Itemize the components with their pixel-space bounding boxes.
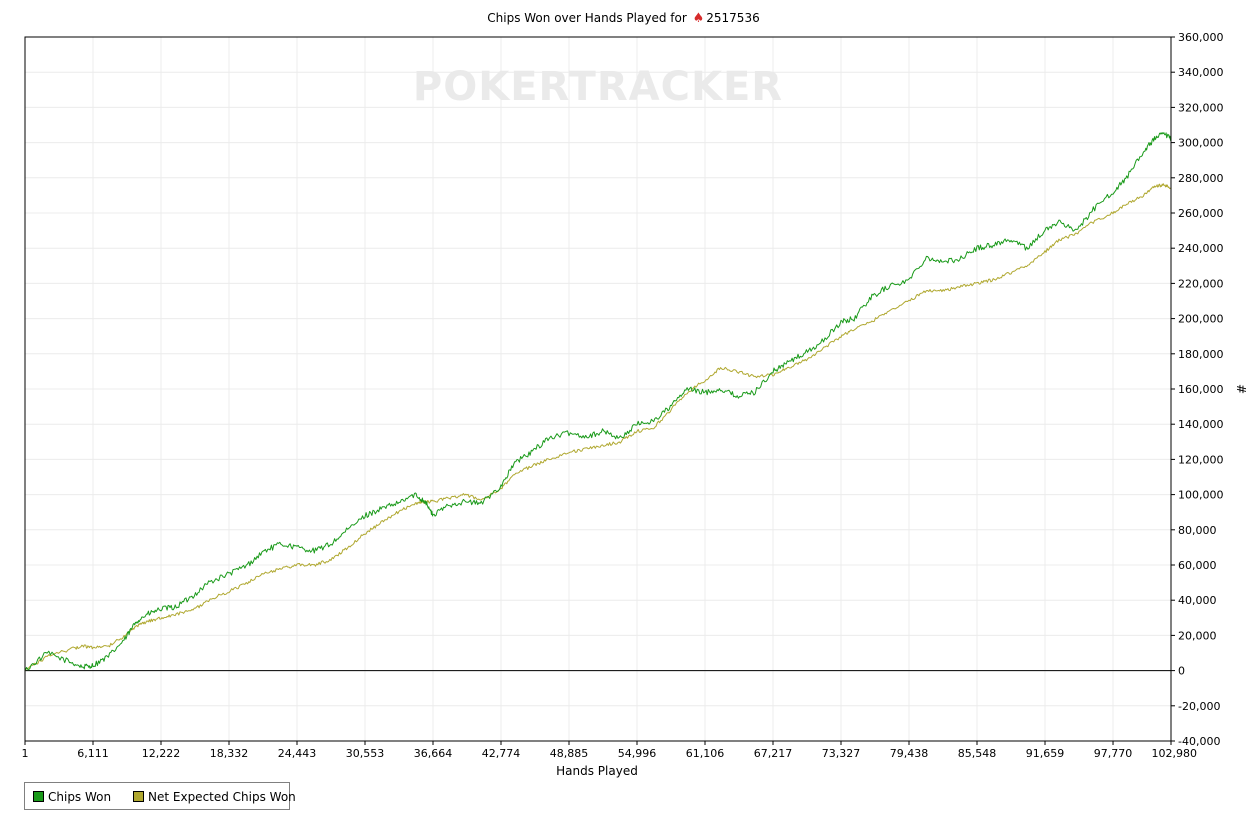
x-tick-label: 85,548 bbox=[958, 747, 997, 760]
x-tick-label: 102,980 bbox=[1152, 747, 1198, 760]
x-tick-label: 1 bbox=[22, 747, 29, 760]
series-line-net-expected bbox=[24, 183, 1172, 671]
x-tick-label: 6,111 bbox=[77, 747, 109, 760]
y-axis-ticks: -40,000 -20,000 0 20,000 40,000 60,000 80,000 1… bbox=[1171, 31, 1224, 748]
y-tick-label: 320,000 bbox=[1178, 101, 1224, 114]
series-line-chips-won bbox=[24, 132, 1172, 671]
x-tick-label: 24,443 bbox=[278, 747, 317, 760]
spade-icon: ♠ bbox=[692, 11, 705, 26]
watermark-logo: POKERTRACKER bbox=[413, 64, 783, 110]
y-tick-label: 20,000 bbox=[1178, 629, 1217, 642]
grid-lines bbox=[24, 36, 1172, 742]
y-tick-label: 140,000 bbox=[1178, 418, 1224, 431]
x-tick-label: 30,553 bbox=[346, 747, 385, 760]
chart-title-text: Chips Won over Hands Played for bbox=[487, 11, 687, 25]
legend-swatch-net-expected bbox=[133, 791, 144, 802]
x-tick-label: 18,332 bbox=[210, 747, 249, 760]
y-tick-label: 0 bbox=[1178, 665, 1185, 678]
y-tick-label: 280,000 bbox=[1178, 172, 1224, 185]
y-tick-label: 40,000 bbox=[1178, 594, 1217, 607]
legend-label-chips-won: Chips Won bbox=[48, 790, 112, 804]
series-lines bbox=[24, 132, 1172, 671]
y-tick-label: 160,000 bbox=[1178, 383, 1224, 396]
x-tick-label: 54,996 bbox=[618, 747, 657, 760]
y-tick-label: -40,000 bbox=[1178, 735, 1220, 748]
x-tick-label: 67,217 bbox=[754, 747, 793, 760]
legend-swatch-chips-won bbox=[33, 791, 44, 802]
y-tick-label: 260,000 bbox=[1178, 207, 1224, 220]
y-tick-label: 360,000 bbox=[1178, 31, 1224, 44]
x-axis-label: Hands Played bbox=[556, 764, 638, 778]
y-tick-label: 200,000 bbox=[1178, 313, 1224, 326]
y-tick-label: 180,000 bbox=[1178, 348, 1224, 361]
y-tick-label: 80,000 bbox=[1178, 524, 1217, 537]
legend-item-net-expected[interactable]: Net Expected Chips Won bbox=[133, 790, 296, 804]
player-id: 2517536 bbox=[706, 11, 760, 25]
legend-item-chips-won[interactable]: Chips Won bbox=[33, 790, 111, 804]
y-tick-label: 300,000 bbox=[1178, 137, 1224, 150]
x-axis-ticks: 1 6,111 12,222 18,332 24,443 30,553 36,664 42,7… bbox=[22, 741, 1198, 760]
x-tick-label: 73,327 bbox=[822, 747, 861, 760]
x-tick-label: 79,438 bbox=[890, 747, 929, 760]
x-tick-label: 61,106 bbox=[686, 747, 725, 760]
y-axis-label: # bbox=[1234, 384, 1247, 394]
legend-label-net-expected: Net Expected Chips Won bbox=[148, 790, 296, 804]
y-tick-label: 240,000 bbox=[1178, 242, 1224, 255]
x-tick-label: 48,885 bbox=[550, 747, 589, 760]
x-tick-label: 12,222 bbox=[142, 747, 181, 760]
y-tick-label: 340,000 bbox=[1178, 66, 1224, 79]
y-tick-label: 220,000 bbox=[1178, 277, 1224, 290]
x-tick-label: 97,770 bbox=[1094, 747, 1133, 760]
legend: Chips Won Net Expected Chips Won bbox=[24, 782, 296, 810]
x-tick-label: 36,664 bbox=[414, 747, 453, 760]
x-tick-label: 42,774 bbox=[482, 747, 521, 760]
chart-title: Chips Won over Hands Played for ♠ 2517536 bbox=[0, 11, 1247, 26]
y-tick-label: 100,000 bbox=[1178, 489, 1224, 502]
y-tick-label: 120,000 bbox=[1178, 453, 1224, 466]
y-tick-label: 60,000 bbox=[1178, 559, 1217, 572]
y-tick-label: -20,000 bbox=[1178, 700, 1220, 713]
x-tick-label: 91,659 bbox=[1026, 747, 1065, 760]
